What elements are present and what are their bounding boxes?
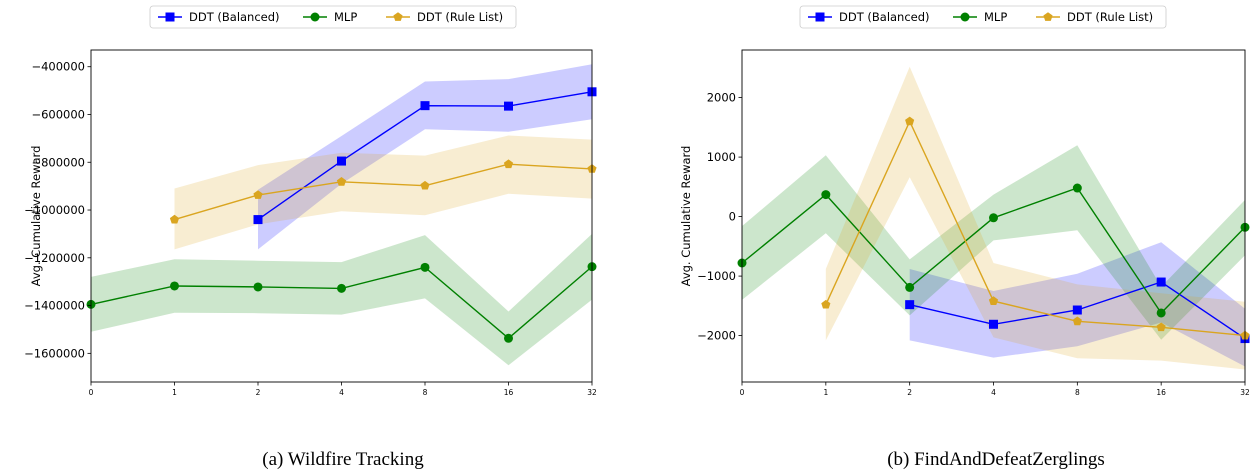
legend-marker	[393, 12, 403, 21]
confidence-band-0	[909, 242, 1245, 367]
data-point	[420, 262, 430, 272]
legend-marker	[1043, 12, 1053, 21]
y-tick-label: 2000	[707, 91, 736, 105]
x-tick-label: 4	[991, 388, 996, 397]
y-tick-label: −400000	[31, 60, 85, 74]
data-point	[503, 159, 514, 169]
chart-panel-find-and-defeat-zerglings: 0 1 2 4 8 16 32 2000 1000 0 −1000 −2000 Avg. Cumulat…	[679, 5, 1250, 397]
data-point	[336, 177, 347, 186]
y-tick-label: −1400000	[24, 299, 85, 313]
data-point	[253, 282, 263, 292]
data-point	[337, 156, 346, 166]
data-point	[1156, 322, 1166, 332]
confidence-band-2	[825, 66, 1245, 370]
y-axis-label: Avg. Cumulative Reward	[679, 146, 693, 287]
data-point	[989, 213, 998, 223]
confidence-band-1	[742, 145, 1245, 340]
x-tick-label: 8	[1075, 388, 1080, 397]
x-tick-label: 2	[256, 388, 261, 397]
data-point	[1072, 183, 1082, 193]
legend-label: DDT (Balanced)	[189, 10, 280, 24]
x-tick-label: 2	[907, 388, 912, 397]
caption-a: (a) Wildfire Tracking	[262, 449, 424, 470]
data-point	[905, 300, 915, 310]
y-tick-label: −2000	[697, 329, 736, 343]
data-point	[905, 116, 915, 126]
caption-b: (b) FindAndDefeatZerglings	[887, 449, 1105, 470]
data-point	[169, 214, 180, 224]
series-line-2	[825, 119, 1246, 337]
confidence-band-2	[174, 135, 592, 250]
x-tick-label: 16	[1156, 388, 1166, 397]
legend-box	[799, 5, 1167, 29]
data-point	[253, 190, 263, 199]
data-point	[821, 190, 831, 200]
legend-box	[149, 5, 517, 29]
y-tick-label: −600000	[31, 107, 85, 121]
x-tick-label: 1	[823, 388, 828, 397]
data-point	[1156, 308, 1166, 318]
y-tick-label: −1000000	[24, 203, 85, 217]
series-line-2	[174, 163, 593, 221]
confidence-band-1	[91, 233, 592, 366]
x-tick-label: 1	[172, 388, 177, 397]
legend-marker	[960, 12, 970, 22]
y-axis-label: Avg. Cumulative Reward	[29, 146, 43, 287]
y-tick-label: −1000	[697, 269, 736, 283]
y-tick-label: −800000	[31, 155, 85, 169]
data-point	[420, 180, 430, 190]
data-point	[905, 282, 915, 292]
x-tick-label: 8	[423, 388, 428, 397]
data-point	[1072, 316, 1082, 326]
legend-label: DDT (Rule List)	[1067, 10, 1153, 24]
x-tick-label: 0	[740, 388, 745, 397]
legend-marker	[815, 12, 825, 22]
chart-panel-wildfire-tracking: 0 1 2 4 8 16 32 −400000 −600000 −800000 −1000000 −1…	[24, 5, 597, 397]
legend-label: DDT (Rule List)	[417, 10, 503, 24]
x-tick-label: 0	[89, 388, 94, 397]
data-point	[821, 299, 831, 309]
legend-label: MLP	[984, 10, 1007, 24]
data-point	[988, 296, 999, 305]
legend-marker	[165, 12, 175, 22]
data-point	[253, 215, 263, 225]
data-point	[504, 333, 513, 343]
y-tick-label: −1200000	[24, 251, 85, 265]
legend-label: DDT (Balanced)	[839, 10, 930, 24]
x-tick-label: 4	[339, 388, 344, 397]
y-tick-label: 0	[729, 210, 736, 224]
x-tick-label: 32	[587, 388, 597, 397]
x-tick-label: 16	[504, 388, 514, 397]
data-point	[420, 101, 430, 111]
legend-marker	[310, 12, 320, 22]
data-point	[1156, 277, 1166, 287]
data-point	[337, 283, 346, 293]
legend-label: MLP	[334, 10, 357, 24]
y-tick-label: 1000	[707, 150, 736, 164]
data-point	[1072, 305, 1082, 315]
data-point	[170, 281, 179, 291]
y-tick-label: −1600000	[24, 346, 85, 360]
data-point	[504, 101, 513, 111]
data-point	[989, 319, 998, 329]
x-tick-label: 32	[1240, 388, 1250, 397]
